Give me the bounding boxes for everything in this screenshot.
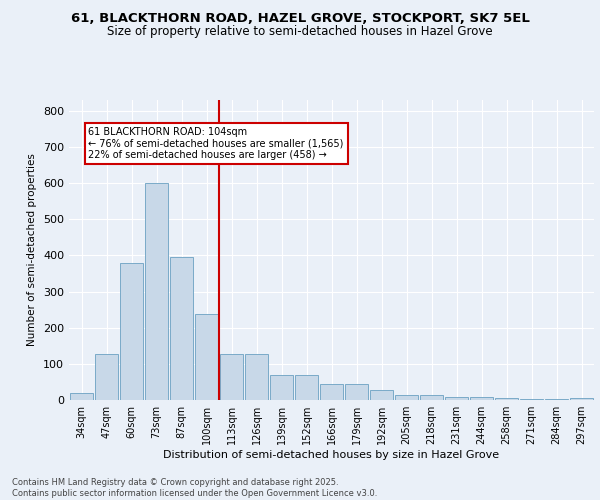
Bar <box>95 354 118 400</box>
Bar <box>245 354 268 400</box>
Bar <box>344 384 368 400</box>
Text: 61 BLACKTHORN ROAD: 104sqm
← 76% of semi-detached houses are smaller (1,565)
22%: 61 BLACKTHORN ROAD: 104sqm ← 76% of semi… <box>89 127 344 160</box>
Bar <box>220 354 244 400</box>
Bar <box>119 262 143 400</box>
Bar <box>170 257 193 400</box>
Bar <box>419 394 443 400</box>
Bar <box>70 393 94 400</box>
Bar <box>269 376 293 400</box>
Bar <box>295 376 319 400</box>
Bar <box>395 394 418 400</box>
X-axis label: Distribution of semi-detached houses by size in Hazel Grove: Distribution of semi-detached houses by … <box>163 450 500 460</box>
Bar <box>445 397 469 400</box>
Bar <box>494 398 518 400</box>
Bar <box>569 398 593 400</box>
Bar <box>320 384 343 400</box>
Y-axis label: Number of semi-detached properties: Number of semi-detached properties <box>28 154 37 346</box>
Text: Contains HM Land Registry data © Crown copyright and database right 2025.
Contai: Contains HM Land Registry data © Crown c… <box>12 478 377 498</box>
Bar <box>194 314 218 400</box>
Bar <box>145 183 169 400</box>
Bar <box>470 397 493 400</box>
Text: Size of property relative to semi-detached houses in Hazel Grove: Size of property relative to semi-detach… <box>107 25 493 38</box>
Text: 61, BLACKTHORN ROAD, HAZEL GROVE, STOCKPORT, SK7 5EL: 61, BLACKTHORN ROAD, HAZEL GROVE, STOCKP… <box>71 12 529 26</box>
Bar <box>370 390 394 400</box>
